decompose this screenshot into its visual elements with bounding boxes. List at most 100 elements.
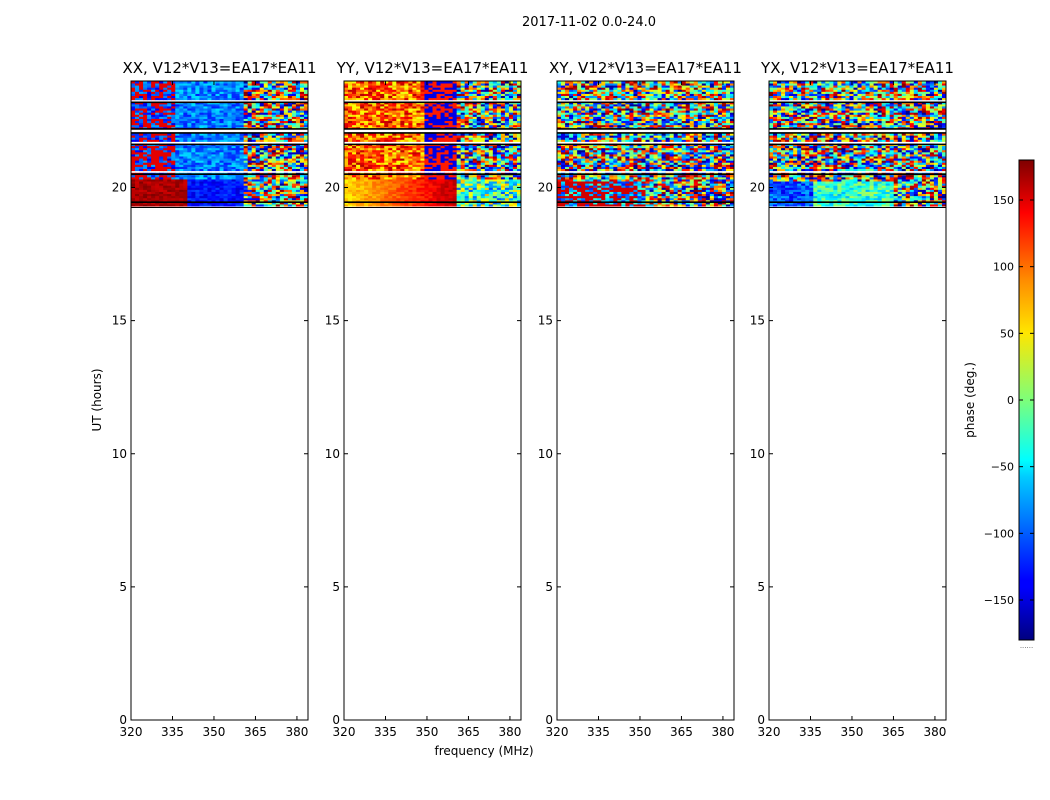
heatmap-cell: [472, 168, 478, 172]
heatmap-cell: [496, 185, 502, 188]
heatmap-cell: [167, 179, 172, 182]
heatmap-cell: [231, 101, 236, 105]
heatmap-cell: [512, 97, 518, 101]
heatmap-cell: [432, 110, 437, 113]
heatmap-cell: [163, 101, 168, 105]
heatmap-cell: [251, 110, 257, 113]
heatmap-cell: [159, 174, 164, 178]
heatmap-cell: [131, 133, 136, 136]
heatmap-cell: [243, 162, 249, 165]
heatmap-cell: [231, 168, 236, 172]
heatmap-cell: [400, 112, 405, 115]
heatmap-cell: [400, 187, 405, 190]
heatmap-cell: [412, 101, 417, 105]
heatmap-cell: [151, 120, 156, 124]
heatmap-cell: [139, 122, 144, 126]
heatmap-cell: [360, 204, 365, 207]
heatmap-cell: [420, 95, 425, 99]
heatmap-cell: [440, 124, 445, 128]
heatmap-cell: [512, 174, 518, 178]
heatmap-cell: [400, 189, 405, 192]
heatmap-cell: [360, 83, 365, 86]
heatmap-cell: [484, 124, 490, 128]
heatmap-cell: [384, 201, 389, 205]
heatmap-cell: [512, 201, 518, 205]
heatmap-cell: [167, 181, 172, 184]
heatmap-cell: [215, 145, 220, 149]
heatmap-cell: [211, 112, 216, 115]
heatmap-cell: [476, 135, 482, 138]
heatmap-cell: [191, 197, 196, 201]
heatmap-cell: [287, 166, 293, 169]
heatmap-cell: [396, 106, 401, 109]
heatmap-cell: [464, 201, 470, 205]
heatmap-cell: [175, 120, 180, 124]
heatmap-cell: [456, 135, 462, 138]
heatmap-cell: [424, 91, 429, 94]
heatmap-cell: [492, 183, 498, 186]
heatmap-cell: [175, 108, 180, 111]
heatmap-cell: [299, 189, 305, 192]
heatmap-cell: [159, 168, 164, 172]
heatmap-cell: [500, 124, 506, 128]
heatmap-cell: [408, 187, 413, 190]
heatmap-cell: [183, 199, 188, 203]
heatmap-cell: [235, 116, 241, 119]
heatmap-cell: [376, 156, 381, 159]
heatmap-cell: [452, 176, 458, 180]
heatmap-cell: [275, 139, 281, 142]
heatmap-cell: [303, 110, 309, 113]
heatmap-cell: [227, 116, 232, 119]
heatmap-cell: [428, 154, 433, 157]
heatmap-cell: [235, 179, 241, 182]
heatmap-cell: [428, 166, 433, 169]
heatmap-cell: [131, 81, 136, 84]
heatmap-cell: [436, 97, 441, 101]
heatmap-cell: [183, 193, 188, 197]
heatmap-cell: [263, 112, 269, 115]
heatmap-cell: [428, 120, 433, 124]
heatmap-cell: [500, 185, 506, 188]
heatmap-cell: [211, 156, 216, 159]
heatmap-cell: [199, 114, 204, 117]
heatmap-cell: [512, 191, 518, 195]
heatmap-cell: [167, 108, 172, 111]
heatmap-cell: [400, 110, 405, 113]
heatmap-cell: [380, 122, 385, 126]
heatmap-cell: [581, 201, 586, 205]
heatmap-cell: [500, 103, 506, 107]
heatmap-cell: [400, 149, 405, 153]
heatmap-cell: [380, 189, 385, 192]
heatmap-cell: [344, 83, 349, 86]
heatmap-cell: [263, 174, 269, 178]
heatmap-cell: [287, 89, 293, 92]
heatmap-cell: [171, 93, 176, 96]
heatmap-cell: [565, 204, 570, 207]
heatmap-cell: [416, 179, 421, 182]
heatmap-cell: [364, 201, 369, 205]
heatmap-cell: [404, 183, 409, 186]
heatmap-cell: [384, 162, 389, 165]
heatmap-cell: [412, 116, 417, 119]
heatmap-cell: [135, 116, 140, 119]
heatmap-cell: [432, 137, 437, 140]
heatmap-cell: [420, 151, 425, 155]
heatmap-cell: [484, 160, 490, 163]
heatmap-cell: [436, 139, 441, 142]
heatmap-cell: [348, 160, 353, 163]
heatmap-cell: [508, 133, 514, 136]
heatmap-cell: [488, 122, 494, 126]
heatmap-cell: [147, 168, 152, 172]
heatmap-cell: [231, 154, 236, 157]
heatmap-cell: [207, 108, 212, 111]
heatmap-cell: [396, 133, 401, 136]
heatmap-cell: [243, 120, 249, 124]
heatmap-cell: [271, 204, 277, 207]
heatmap-cell: [187, 164, 192, 167]
heatmap-cell: [408, 160, 413, 163]
heatmap-cell: [480, 81, 486, 84]
heatmap-cell: [191, 151, 196, 155]
heatmap-cell: [512, 195, 518, 199]
heatmap-cell: [299, 156, 305, 159]
heatmap-cell: [191, 89, 196, 92]
